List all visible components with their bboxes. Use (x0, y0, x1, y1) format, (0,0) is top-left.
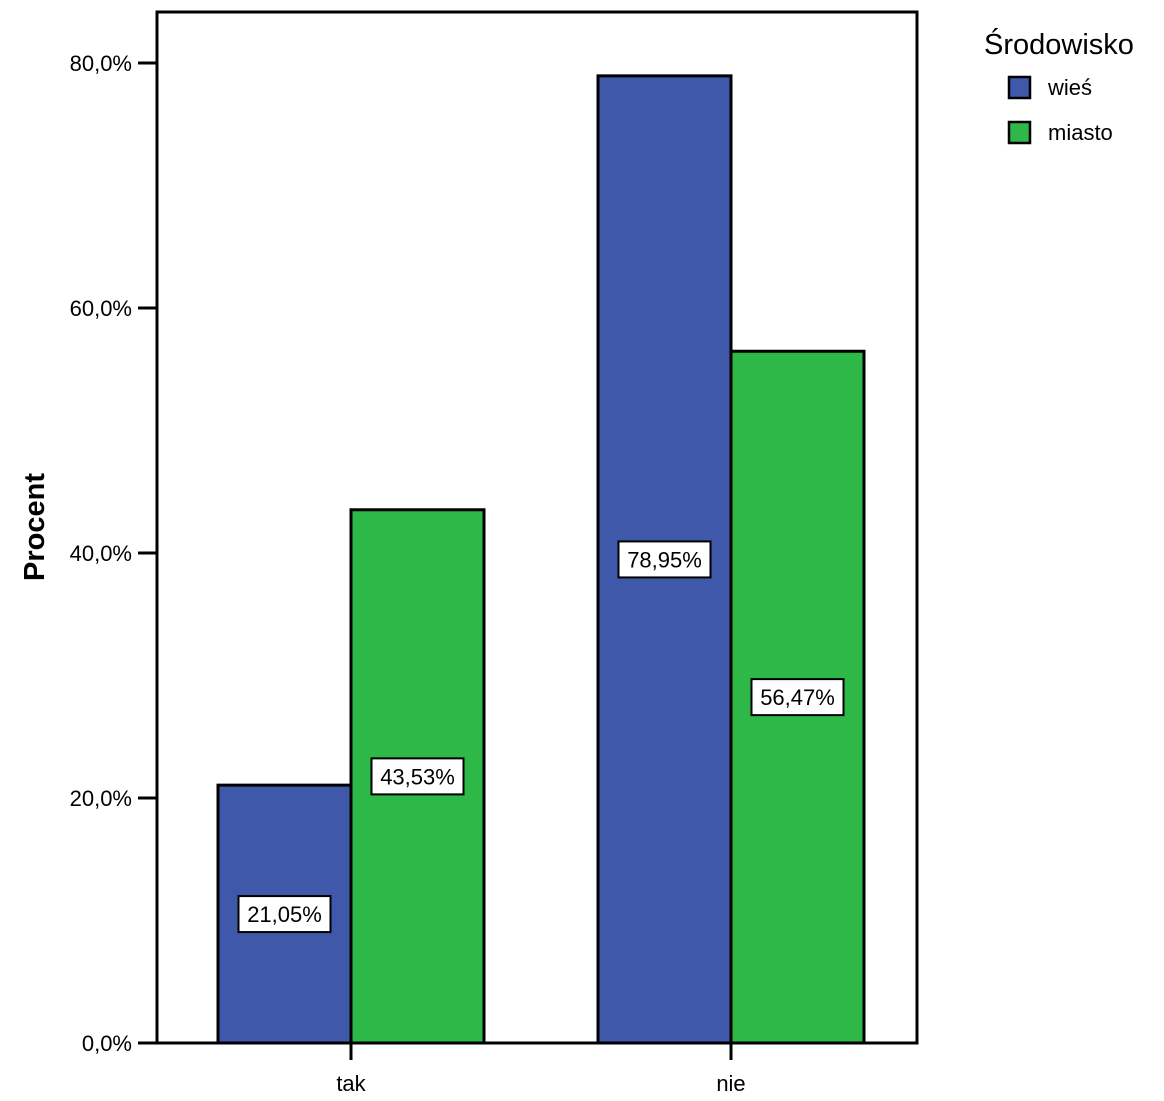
legend-swatch-wies (1007, 75, 1032, 100)
data-label-box (750, 678, 845, 717)
x-tick-label-tak: tak (336, 1071, 366, 1096)
y-axis: 0,0% 20,0% 40,0% 60,0% 80,0% (70, 51, 157, 1056)
x-tick-label-nie: nie (716, 1071, 745, 1096)
legend: Środowisko wieś miasto (984, 27, 1134, 145)
y-tick-label: 0,0% (82, 1031, 132, 1056)
legend-swatch-miasto (1007, 120, 1032, 145)
y-tick-label: 80,0% (70, 51, 132, 76)
y-tick-label: 20,0% (70, 786, 132, 811)
y-tick-label: 40,0% (70, 541, 132, 566)
y-tick-label: 60,0% (70, 296, 132, 321)
data-label: 43,53% (380, 764, 455, 789)
legend-title: Środowisko (984, 27, 1134, 61)
data-label: 78,95% (627, 547, 702, 572)
y-axis-title: Procent (19, 473, 51, 581)
data-labels-layer: 21,05% 43,53% 78,95% 56,47% (237, 540, 845, 934)
data-label: 21,05% (247, 902, 322, 927)
data-label-box (237, 895, 332, 934)
data-label: 56,47% (760, 685, 835, 710)
data-label-box (617, 540, 712, 579)
x-axis: tak nie (336, 1043, 746, 1096)
legend-label-wies: wieś (1047, 75, 1092, 100)
data-label-box (370, 757, 465, 796)
legend-label-miasto: miasto (1048, 120, 1113, 145)
plot-frame (155, 10, 919, 1045)
